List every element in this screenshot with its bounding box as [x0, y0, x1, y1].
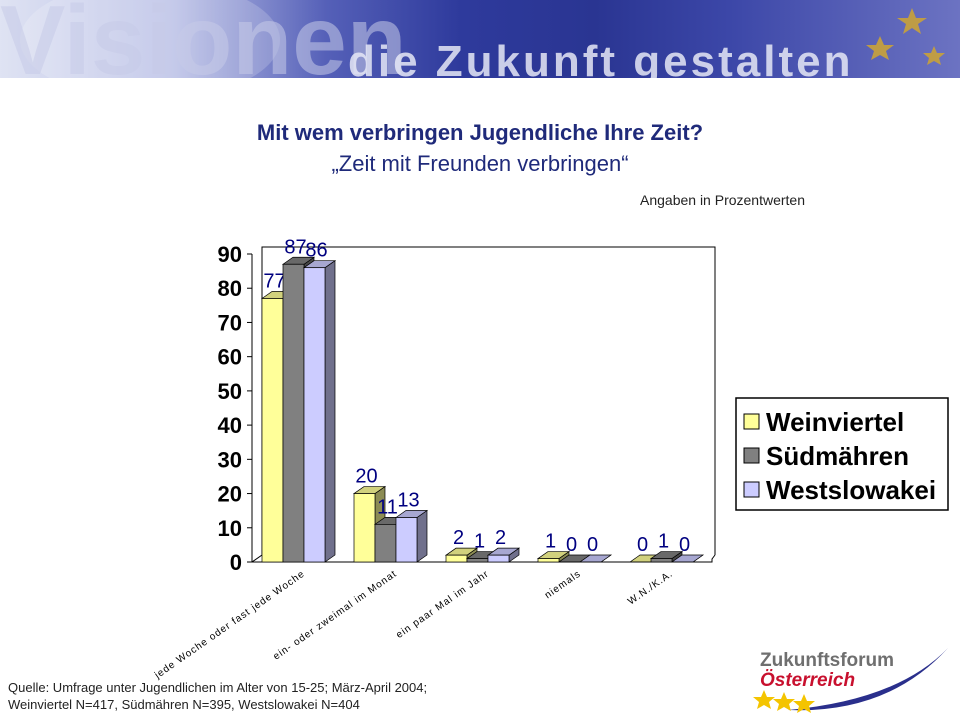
source-line-2: Weinviertel N=417, Südmähren N=395, West… — [8, 696, 427, 713]
y-tick-label: 70 — [218, 310, 242, 335]
data-label: 0 — [637, 534, 648, 556]
source-note: Quelle: Umfrage unter Jugendlichen im Al… — [8, 679, 427, 713]
data-label: 11 — [377, 496, 398, 518]
y-tick-label: 60 — [218, 345, 242, 370]
logo-line-2: Österreich — [760, 670, 855, 691]
legend-label: Südmähren — [766, 441, 909, 471]
data-label: 0 — [587, 534, 598, 556]
data-label: 1 — [658, 531, 669, 553]
y-tick-label: 80 — [218, 276, 242, 301]
data-label: 87 — [284, 236, 306, 258]
data-label: 0 — [679, 534, 690, 556]
data-label: 86 — [305, 240, 327, 262]
data-label: 2 — [495, 527, 506, 549]
data-label: 20 — [355, 466, 377, 488]
category-label: jede Woche oder fast jede Woche — [152, 568, 307, 681]
category-label: niemals — [543, 568, 583, 601]
category-label: ein paar Mal im Jahr — [394, 568, 491, 640]
data-label: 77 — [263, 270, 285, 292]
y-tick-label: 50 — [218, 379, 242, 404]
data-label: 0 — [566, 534, 577, 556]
legend-label: Westslowakei — [766, 475, 936, 505]
logo-stars-icon — [753, 690, 815, 713]
legend-swatch — [744, 414, 759, 429]
y-tick-label: 30 — [218, 447, 242, 472]
y-tick-label: 40 — [218, 413, 242, 438]
legend-swatch — [744, 448, 759, 463]
source-line-1: Quelle: Umfrage unter Jugendlichen im Al… — [8, 679, 427, 696]
legend-label: Weinviertel — [766, 407, 904, 437]
zukunftsforum-logo: Zukunftsforum Österreich — [748, 640, 958, 718]
logo-line-1: Zukunftsforum — [760, 650, 894, 671]
category-label: W.N./K.A. — [626, 568, 675, 607]
bar — [396, 511, 427, 562]
y-tick-label: 90 — [218, 242, 242, 267]
data-label: 13 — [397, 490, 419, 512]
data-label: 1 — [545, 531, 556, 553]
legend-swatch — [744, 482, 759, 497]
y-tick-label: 20 — [218, 482, 242, 507]
data-label: 1 — [474, 531, 485, 553]
bar — [304, 261, 335, 562]
bar — [488, 548, 519, 562]
y-tick-label: 10 — [218, 516, 242, 541]
data-label: 2 — [453, 527, 464, 549]
y-tick-label: 0 — [230, 550, 242, 575]
